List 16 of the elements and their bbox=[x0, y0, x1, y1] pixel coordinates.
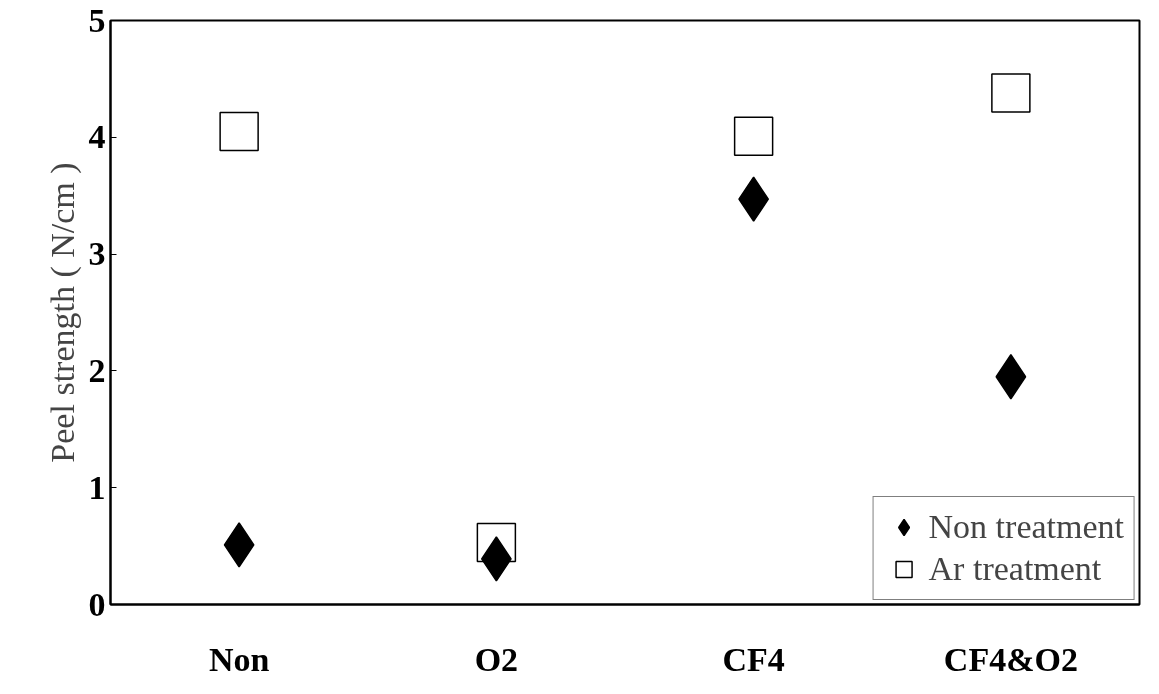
y-tick-label: 1 bbox=[88, 468, 106, 506]
y-tick-label: 0 bbox=[88, 585, 106, 623]
y-axis-title: Peel strength ( N/cm ) bbox=[43, 162, 82, 463]
point bbox=[733, 116, 774, 156]
x-tick-label: CF4 bbox=[722, 640, 785, 678]
x-tick-label: Non bbox=[208, 640, 270, 678]
legend-label: Ar treatment bbox=[928, 550, 1102, 588]
y-tick-label: 5 bbox=[88, 1, 106, 39]
x-tick-label: O2 bbox=[474, 640, 519, 678]
x-tick-label: CF4&O2 bbox=[943, 640, 1078, 678]
y-tick-label: 2 bbox=[88, 351, 106, 389]
y-tick-label: 4 bbox=[88, 118, 106, 156]
y-tick-label: 3 bbox=[88, 235, 106, 273]
point bbox=[991, 73, 1031, 113]
legend-label: Non treatment bbox=[928, 508, 1124, 546]
point bbox=[219, 111, 259, 152]
